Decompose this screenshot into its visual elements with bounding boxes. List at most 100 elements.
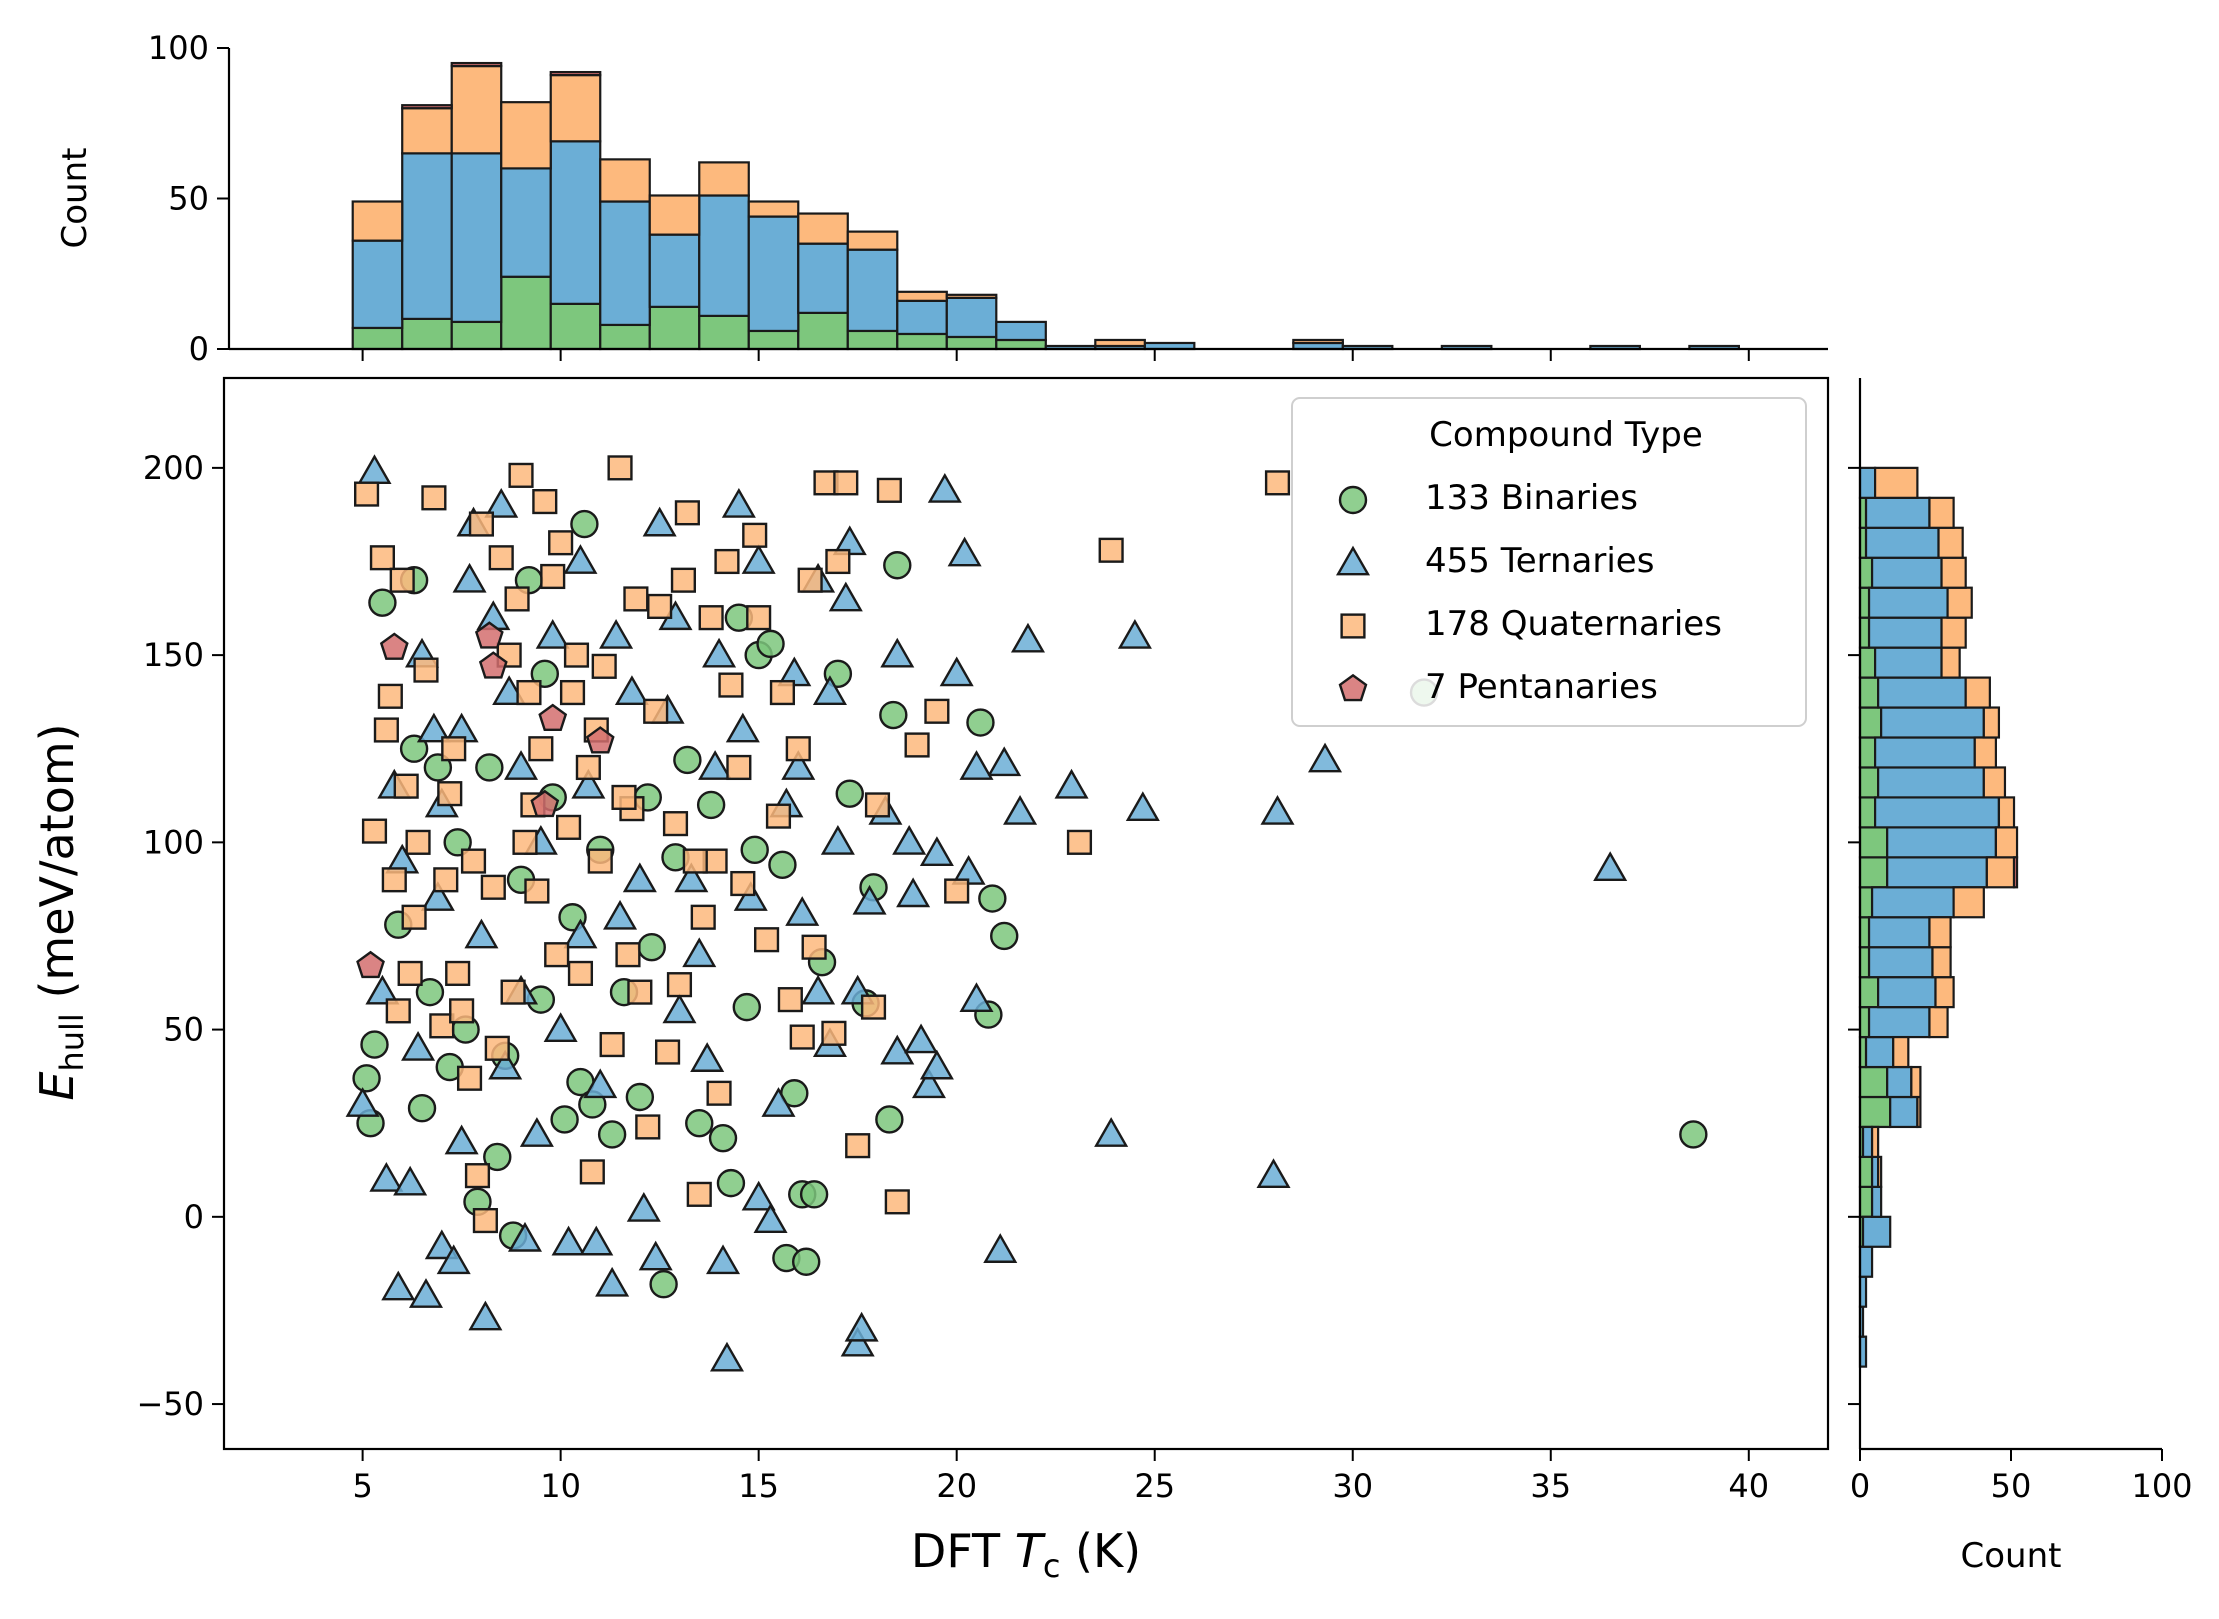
right-bar-quaternaries (1982, 766, 2007, 799)
binaries-point (708, 1123, 738, 1153)
quaternaries-point (464, 1163, 491, 1189)
main-ylabel: Ehull (meV/atom) (30, 723, 91, 1100)
main-x-tick-label: 5 (352, 1467, 372, 1505)
top-bar-quaternaries (846, 230, 899, 251)
top-bar-quaternaries (401, 107, 453, 155)
ternaries-point (571, 768, 606, 799)
top-bar-ternaries (896, 299, 948, 336)
ternaries-point (365, 974, 400, 1005)
quaternaries-point (528, 736, 554, 762)
top-y-tick-label: 50 (168, 180, 209, 218)
ternaries-point (983, 1233, 1018, 1263)
right-bar-binaries (1858, 886, 1874, 919)
binaries-point (415, 977, 445, 1007)
quaternaries-point (460, 848, 487, 874)
right-bar-quaternaries (1946, 586, 1973, 619)
ternaries-point (408, 1278, 444, 1308)
right-bar-quaternaries (1916, 1095, 1922, 1129)
pentanaries-point (530, 789, 560, 818)
top-bar-quaternaries (599, 158, 651, 203)
ternaries-point (543, 1012, 578, 1042)
binaries-point (570, 509, 599, 539)
main-ylabel-subscript: hull (53, 1013, 91, 1071)
pentanaries-point (379, 632, 409, 660)
quaternaries-point (433, 867, 459, 893)
ternaries-point (761, 1087, 796, 1117)
quaternaries-point (769, 679, 796, 706)
ternaries-point (880, 1034, 915, 1065)
main-y-ticks: −50 0 50 100 150 200 (136, 449, 224, 1423)
ternaries-point (959, 750, 994, 780)
ternaries-point (927, 472, 962, 503)
right-bar-binaries (1858, 1006, 1871, 1039)
quaternaries-point (643, 698, 669, 724)
legend-entry-ternaries: 455 Ternaries (1425, 541, 1654, 581)
right-bar-ternaries (1889, 1095, 1919, 1129)
top-bar-binaries (648, 305, 701, 351)
top-bar-pentanaries (549, 70, 602, 77)
binaries-point (799, 1180, 829, 1209)
top-bar-quaternaries (351, 200, 404, 242)
right-x-tick-label: 100 (2131, 1467, 2192, 1505)
quaternaries-point (437, 781, 463, 807)
quaternaries-point (726, 754, 752, 781)
top-bar-ternaries (401, 152, 453, 321)
quaternaries-point (876, 477, 902, 503)
legend-marker-binaries (1338, 485, 1368, 515)
legend-entry-pentanaries: 7 Pentanaries (1425, 667, 1658, 707)
top-bar-quaternaries (500, 101, 552, 170)
quaternaries-point (472, 1207, 498, 1234)
ternaries-point (852, 884, 887, 915)
ternaries-point (1125, 791, 1160, 822)
quaternaries-point (405, 829, 431, 855)
right-bar-quaternaries (1934, 976, 1955, 1009)
right-bar-ternaries (1864, 496, 1931, 529)
main-x-ticks: 5 10 15 20 25 30 35 40 (352, 1449, 1769, 1505)
ternaries-point (674, 862, 709, 893)
binaries-point (883, 551, 912, 580)
right-bar-ternaries (1870, 556, 1943, 589)
quaternaries-point (397, 960, 423, 986)
main-x-tick-label: 25 (1134, 1467, 1175, 1505)
quaternaries-point (698, 605, 724, 631)
right-bar-binaries (1858, 706, 1883, 739)
ternaries-point (1054, 768, 1089, 799)
main-y-tick-label: 200 (143, 449, 204, 487)
ternaries-point (1003, 795, 1038, 825)
ternaries-point (393, 1165, 428, 1196)
main-plot-frame (222, 376, 1830, 1451)
legend: Compound Type 133 Binaries 455 Ternaries… (1291, 397, 1807, 727)
ternaries-point (519, 1117, 554, 1147)
ternaries-point (709, 1341, 745, 1372)
quaternaries-point (540, 563, 566, 590)
main-y-tick-label: 100 (143, 823, 204, 861)
right-x-tick-label: 0 (1850, 1467, 1870, 1505)
top-bar-quaternaries (945, 293, 998, 299)
right-bar-binaries (1858, 766, 1880, 799)
quaternaries-point (599, 1031, 625, 1058)
ternaries-point (1593, 851, 1628, 881)
ternaries-point (725, 712, 760, 743)
binaries-point (368, 588, 397, 617)
ternaries-point (947, 536, 982, 567)
ternaries-point (401, 1030, 436, 1061)
ternaries-point (959, 982, 994, 1013)
right-bar-quaternaries (1928, 496, 1955, 529)
right-bar-quaternaries (1937, 526, 1964, 559)
ternaries-point (638, 1240, 673, 1271)
ternaries-point (828, 581, 863, 612)
top-bar-ternaries (648, 233, 701, 308)
quaternaries-point (777, 987, 803, 1013)
quaternaries-point (647, 593, 673, 620)
top-bar-ternaries (846, 248, 899, 333)
right-bar-ternaries (1877, 976, 1937, 1009)
top-bar-ternaries (747, 215, 800, 333)
quaternaries-point (742, 522, 768, 548)
top-bar-binaries (797, 311, 849, 351)
pentanaries-point (538, 703, 568, 732)
quaternaries-point (579, 1159, 605, 1185)
right-bar-binaries (1858, 616, 1871, 649)
ternaries-point (987, 746, 1022, 777)
quaternaries-point (674, 500, 700, 526)
